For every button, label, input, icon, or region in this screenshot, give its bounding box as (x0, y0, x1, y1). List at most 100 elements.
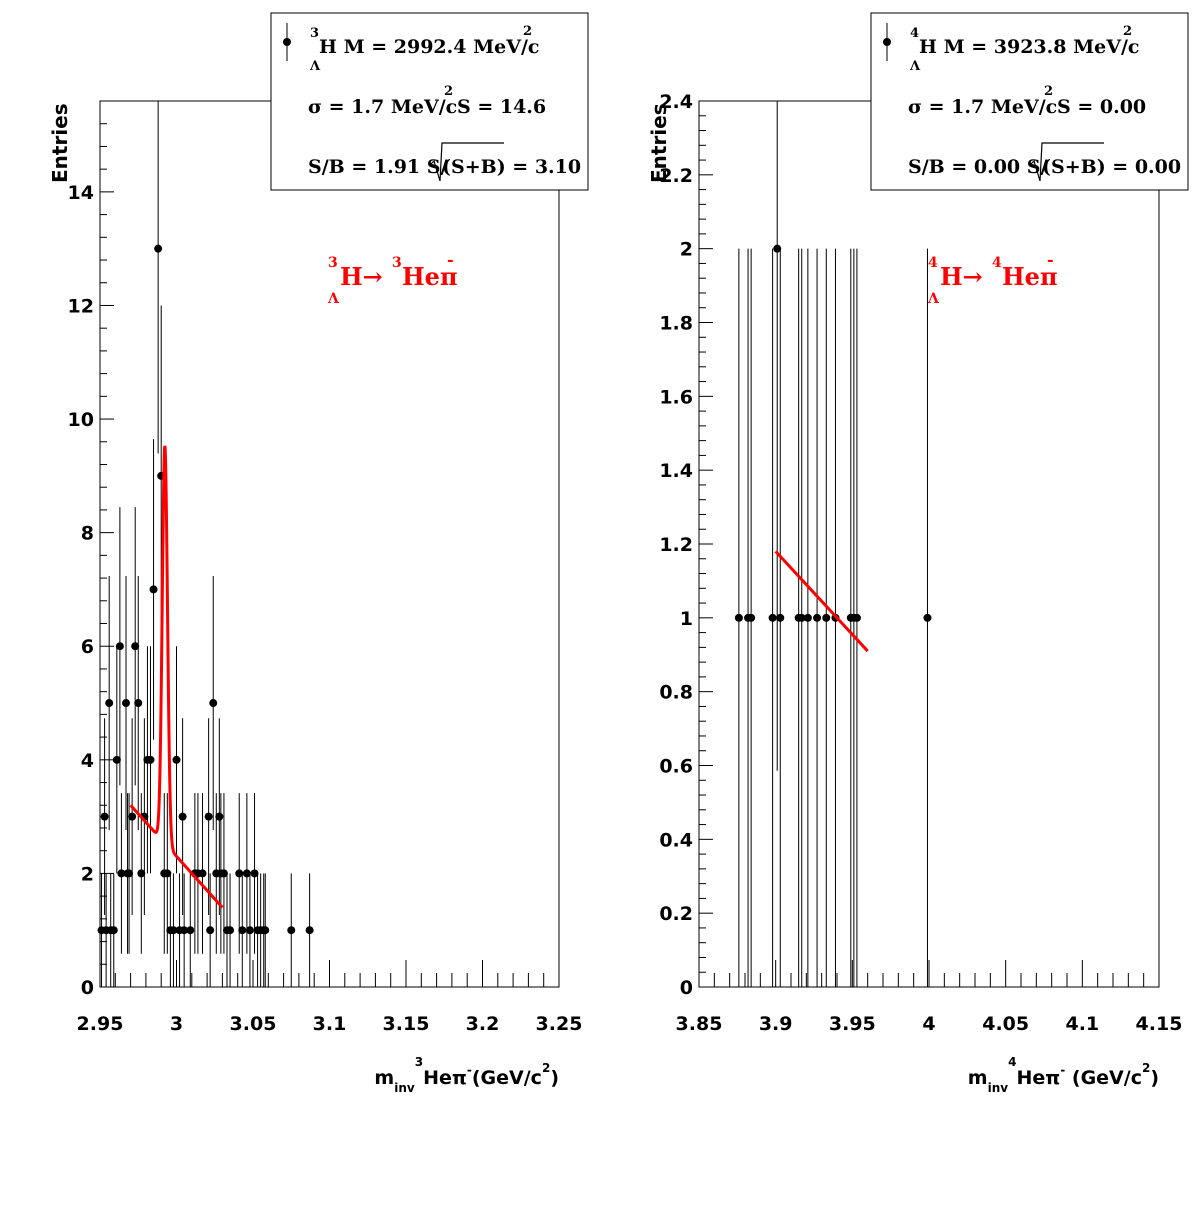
data-point (154, 101, 163, 454)
data-point (245, 873, 254, 987)
data-point (776, 248, 785, 987)
data-point (261, 873, 270, 987)
x-axis-title-part: m (968, 1067, 988, 1089)
legend-sb: S/B = 0.00 S/ (908, 156, 1047, 178)
data-point (219, 793, 228, 954)
marker (146, 755, 155, 764)
chart-panel-1: 2.95 3 3.05 3.1 3.15 3.2 3.25 0 2 4 6 8 10 12 14Entrie… (48, 12, 589, 1095)
data-point (773, 101, 782, 771)
marker (776, 613, 785, 622)
data-point (112, 646, 121, 874)
legend-marker (283, 38, 291, 46)
data-point (146, 646, 155, 874)
annotation-subscript: Λ (327, 291, 340, 307)
y-tick-label: 1.2 (659, 534, 693, 556)
x-axis-title-part: (GeV/c (1065, 1067, 1142, 1089)
data-point (109, 873, 118, 987)
data-point (209, 576, 218, 831)
legend-subscript: Λ (309, 59, 321, 74)
x-axis-title-part: 3 (415, 1055, 423, 1069)
legend-box (870, 12, 1189, 191)
data-point (186, 873, 195, 987)
data-point (242, 793, 251, 954)
y-tick-label: 4 (81, 750, 94, 772)
x-axis-title-part: - (467, 1063, 472, 1077)
data-point (747, 248, 756, 987)
data-point (287, 873, 296, 987)
marker (105, 699, 114, 708)
legend-superscript: 2 (523, 24, 532, 39)
data-point (226, 873, 235, 987)
decay-annotation: 4ΛH→ 4 Heπ- (927, 250, 1058, 307)
marker (115, 642, 124, 651)
y-tick-label: 0.4 (659, 829, 693, 851)
y-tick-label: 1.8 (659, 313, 693, 335)
x-tick-label: 3.15 (383, 1013, 430, 1035)
marker (768, 613, 777, 622)
data-point (734, 248, 743, 987)
marker (137, 869, 146, 878)
marker (178, 812, 187, 821)
annotation-text: Heπ (1002, 262, 1058, 291)
x-tick-label: 3.1 (313, 1013, 347, 1035)
x-axis-title-part: - (1060, 1063, 1065, 1077)
marker (261, 926, 270, 935)
annotation-superscript: 3 (392, 255, 402, 271)
marker (186, 926, 195, 935)
x-axis-title-part: 4 (1008, 1055, 1016, 1069)
legend-box (270, 12, 589, 191)
marker (734, 613, 743, 622)
data-point (115, 507, 124, 786)
data-point (923, 248, 932, 987)
y-axis: 0 0.2 0.4 0.6 0.8 1 1.2 1.4 1.6 1.8 2 2.2 2.4 (659, 91, 713, 999)
marker (109, 926, 118, 935)
data-point (128, 718, 137, 915)
data-point (172, 646, 181, 874)
x-tick-label: 4 (922, 1013, 935, 1035)
marker (206, 926, 215, 935)
data-point (250, 793, 259, 954)
marker (747, 613, 756, 622)
marker (215, 812, 224, 821)
x-axis-title-part: m (374, 1067, 394, 1089)
data-point (137, 793, 146, 954)
data-point (768, 248, 777, 987)
legend-signal: S = 14.6 (457, 96, 546, 118)
x-tick-label: 3.05 (230, 1013, 277, 1035)
x-axis-title-part: Heπ (423, 1067, 467, 1089)
marker (180, 926, 189, 935)
data-point (180, 873, 189, 987)
data-series (734, 101, 932, 987)
marker (134, 699, 143, 708)
marker (923, 613, 932, 622)
x-tick-label: 4.15 (1136, 1013, 1183, 1035)
data-point (305, 873, 314, 987)
data-point (125, 793, 134, 954)
legend-significance: (S+B) = 0.00 (1042, 156, 1181, 178)
data-point (105, 576, 114, 831)
x-tick-label: 3 (170, 1013, 183, 1035)
sqrt-sign (429, 142, 504, 182)
y-tick-label: 8 (81, 523, 94, 545)
marker (198, 869, 207, 878)
y-tick-label: 0 (680, 977, 693, 999)
y-tick-label: 14 (68, 182, 94, 204)
marker (154, 244, 163, 253)
x-axis-title-part: inv (988, 1081, 1009, 1095)
marker (803, 613, 812, 622)
legend-signal: S = 0.00 (1057, 96, 1146, 118)
data-point (131, 507, 140, 786)
y-tick-label: 2 (81, 863, 94, 885)
legend-mass: H M = 3923.8 MeV/c (919, 36, 1139, 58)
y-axis-title: Entries (647, 103, 671, 183)
annotation-superscript: 4 (992, 255, 1002, 271)
data-point (238, 873, 247, 987)
x-tick-label: 3.95 (829, 1013, 876, 1035)
marker (209, 699, 218, 708)
annotation-superscript: 4 (928, 255, 938, 271)
x-axis: 2.95 3 3.05 3.1 3.15 3.2 3.25 (77, 960, 582, 1035)
annotation-subscript: Λ (927, 291, 940, 307)
y-tick-label: 10 (68, 409, 94, 431)
